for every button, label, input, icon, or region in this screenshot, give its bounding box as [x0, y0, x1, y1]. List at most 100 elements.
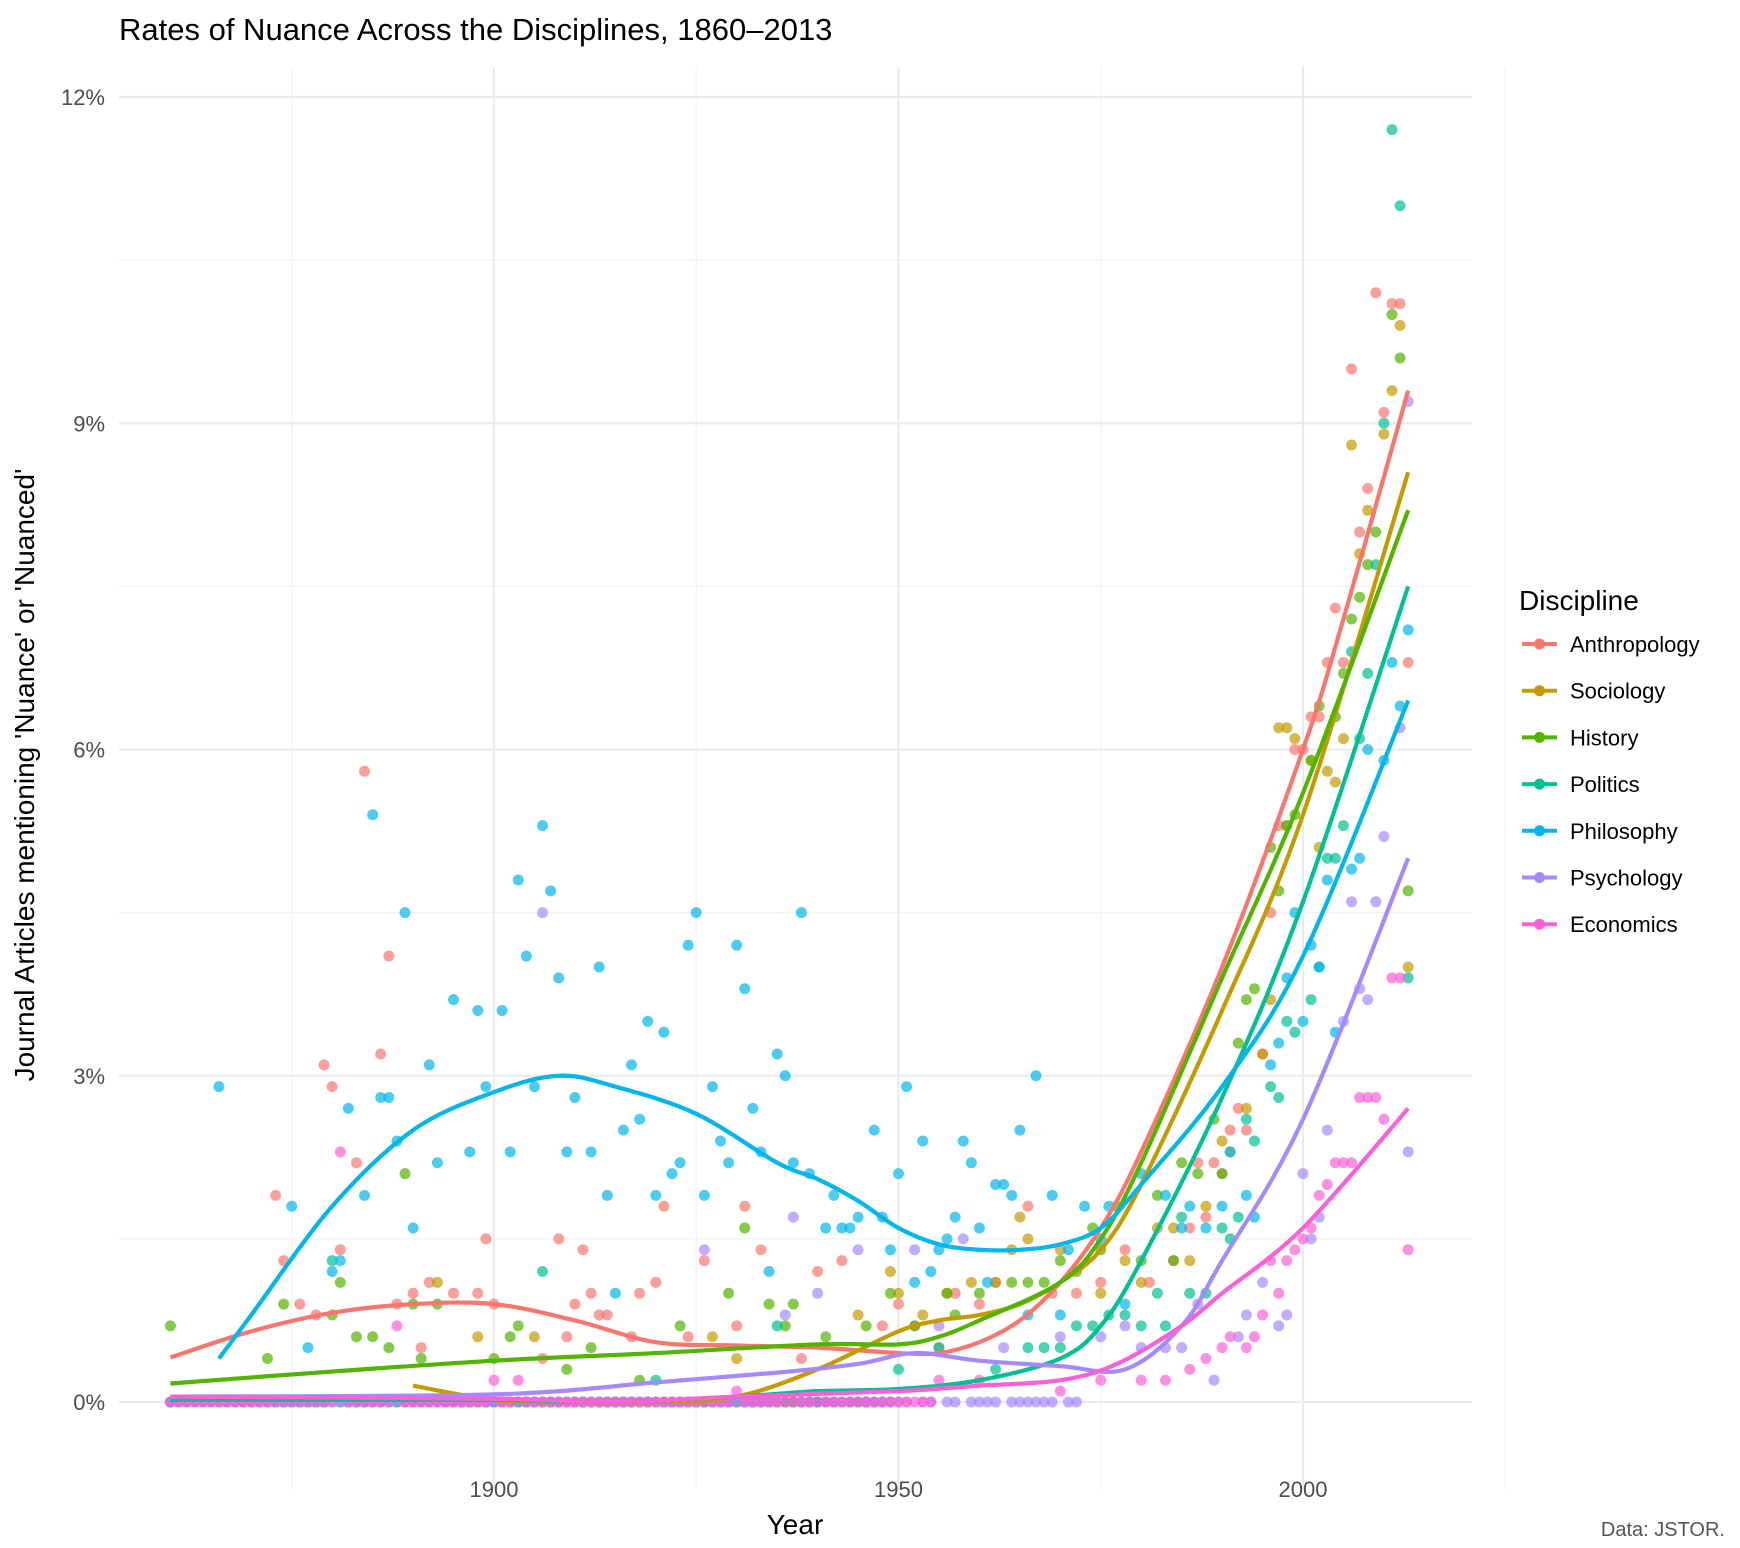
data-point — [577, 1244, 589, 1256]
data-point — [893, 1396, 904, 1408]
data-point — [1087, 1320, 1099, 1332]
data-point — [1281, 1309, 1293, 1321]
data-point — [812, 1266, 824, 1277]
data-point — [973, 1298, 985, 1310]
data-point — [739, 1396, 751, 1408]
data-point — [1362, 1092, 1374, 1103]
legend-label: History — [1570, 725, 1638, 750]
data-point — [990, 1276, 1002, 1288]
data-point — [561, 1331, 573, 1343]
data-point — [593, 1309, 605, 1321]
data-point — [1337, 733, 1349, 745]
data-point — [1265, 1059, 1277, 1071]
data-point — [1289, 744, 1301, 755]
y-tick-label: 0% — [73, 1390, 105, 1415]
scatter-points — [164, 124, 1414, 1408]
data-point — [1095, 1374, 1107, 1386]
data-point — [795, 1353, 807, 1364]
data-point — [294, 1298, 306, 1310]
data-point — [407, 1222, 419, 1234]
data-point — [1257, 1276, 1269, 1288]
data-point — [1378, 1113, 1390, 1125]
data-point — [1176, 1157, 1188, 1169]
data-point — [326, 1266, 338, 1277]
data-point — [795, 907, 807, 919]
data-point — [893, 1363, 904, 1375]
y-tick-label: 3% — [73, 1064, 105, 1089]
data-point — [1224, 1124, 1236, 1136]
legend-label: Anthropology — [1570, 632, 1700, 657]
data-point — [755, 1396, 767, 1408]
data-point — [1257, 1048, 1269, 1060]
data-point — [1168, 1222, 1180, 1234]
data-point — [884, 1244, 896, 1256]
data-point — [1184, 1222, 1196, 1234]
data-point — [1329, 776, 1341, 788]
data-point — [1143, 1276, 1155, 1288]
data-point — [682, 1331, 694, 1343]
data-point — [1216, 1222, 1228, 1234]
data-point — [1370, 287, 1382, 299]
legend: Discipline Anthropology Sociology History P… — [1519, 585, 1700, 937]
data-point — [650, 1276, 662, 1288]
legend-item-sociology: Sociology — [1522, 679, 1665, 704]
data-point — [860, 1396, 872, 1408]
data-point — [1362, 504, 1374, 516]
data-point — [1046, 1396, 1058, 1408]
data-point — [431, 1276, 443, 1288]
data-point — [1305, 1233, 1317, 1245]
data-point — [1240, 1189, 1252, 1201]
data-point — [1192, 1168, 1204, 1180]
data-point — [1119, 1320, 1131, 1332]
y-tick-label: 9% — [73, 411, 105, 436]
smooth-line-history — [170, 509, 1411, 1386]
data-point — [617, 1124, 629, 1136]
data-point — [1240, 1309, 1252, 1321]
data-point — [1337, 1157, 1349, 1169]
data-point — [1054, 1385, 1066, 1397]
data-point — [1184, 1200, 1196, 1212]
data-point — [715, 1135, 727, 1147]
data-point — [537, 1266, 549, 1277]
data-point — [795, 1396, 807, 1408]
data-point — [957, 1233, 969, 1245]
data-point — [731, 1353, 743, 1364]
data-point — [998, 1179, 1010, 1190]
data-point — [1370, 1092, 1382, 1103]
data-point — [884, 1266, 896, 1277]
data-point — [1354, 526, 1366, 538]
data-point — [965, 1396, 977, 1408]
data-point — [1119, 1255, 1131, 1267]
data-point — [804, 1396, 816, 1408]
data-point — [909, 1276, 921, 1288]
data-point — [326, 1255, 338, 1267]
data-point — [286, 1200, 298, 1212]
data-point — [642, 1015, 654, 1027]
data-point — [318, 1059, 330, 1071]
data-point — [1070, 1320, 1082, 1332]
legend-item-history: History — [1522, 725, 1638, 750]
data-point — [1151, 1189, 1163, 1201]
data-point — [1208, 1374, 1220, 1386]
data-point — [1135, 1276, 1147, 1288]
data-point — [836, 1222, 848, 1234]
data-point — [1054, 1255, 1066, 1267]
data-point — [1095, 1276, 1107, 1288]
data-point — [1378, 831, 1390, 842]
data-point — [844, 1396, 856, 1408]
data-point — [787, 1396, 799, 1408]
data-point — [1248, 1331, 1260, 1343]
data-point — [585, 1342, 597, 1354]
legend-key-point — [1534, 731, 1545, 743]
data-point — [981, 1276, 993, 1288]
data-point — [1038, 1342, 1050, 1354]
data-point — [1070, 1396, 1082, 1408]
data-point — [828, 1189, 840, 1201]
data-point — [1297, 1015, 1309, 1027]
data-point — [375, 1048, 387, 1060]
data-point — [1362, 667, 1374, 679]
data-point — [383, 1342, 395, 1354]
data-point — [1022, 1276, 1034, 1288]
data-point — [1402, 657, 1414, 668]
data-point — [1079, 1200, 1091, 1212]
